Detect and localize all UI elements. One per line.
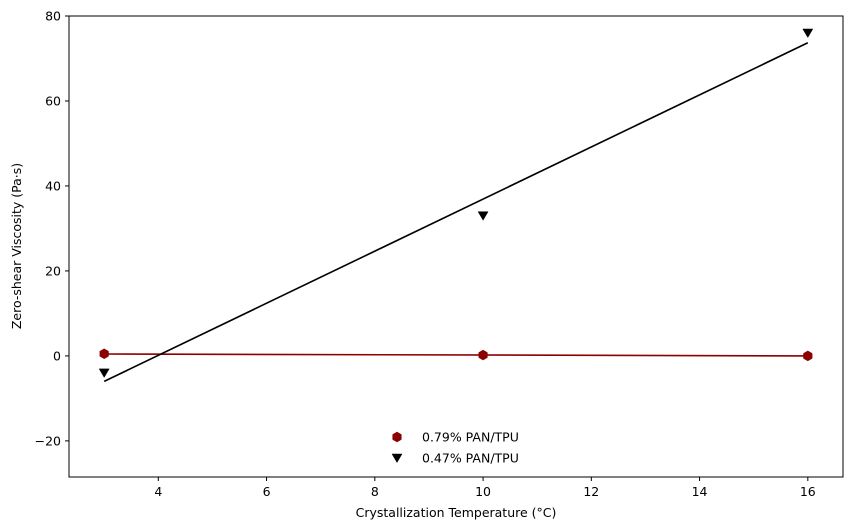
y-axis: −20 0 20 40 60 80	[35, 9, 69, 448]
x-tick-label: 16	[800, 484, 816, 499]
y-tick-label: −20	[35, 433, 61, 448]
y-tick-label: 20	[45, 263, 61, 278]
y-tick-label: 60	[45, 93, 61, 108]
y-tick-label: 80	[45, 9, 61, 24]
legend-label-series-1: 0.79% PAN/TPU	[422, 430, 519, 445]
x-tick-label: 8	[371, 484, 379, 499]
fit-line-series-1	[104, 353, 808, 357]
data-point-series-1	[803, 350, 813, 362]
x-axis-label: Crystallization Temperature (°C)	[356, 505, 557, 520]
data-point-series-2	[802, 28, 814, 38]
fit-lines	[103, 42, 809, 383]
legend-marker-series-2	[391, 453, 403, 463]
y-tick-label: 40	[45, 178, 61, 193]
plot-frame	[68, 15, 844, 478]
y-axis-label: Zero-shear Viscosity (Pa·s)	[9, 163, 24, 329]
data-point-series-1	[478, 349, 488, 361]
x-tick-label: 12	[583, 484, 599, 499]
plot-area	[69, 16, 843, 477]
data-point-series-2	[477, 211, 489, 221]
fit-line-series-2	[103, 42, 809, 383]
x-tick-label: 4	[154, 484, 162, 499]
x-tick-label: 6	[263, 484, 271, 499]
y-tick-label: 0	[53, 348, 61, 363]
x-tick-label: 14	[692, 484, 708, 499]
data-point-series-1	[99, 348, 109, 360]
data-markers	[98, 28, 814, 378]
x-tick-label: 10	[475, 484, 491, 499]
x-axis: 4 6 8 10 12 14 16	[154, 477, 816, 499]
legend: 0.79% PAN/TPU 0.47% PAN/TPU	[391, 430, 519, 466]
legend-marker-series-1	[392, 431, 402, 443]
data-point-series-2	[98, 368, 110, 378]
legend-label-series-2: 0.47% PAN/TPU	[422, 451, 519, 466]
